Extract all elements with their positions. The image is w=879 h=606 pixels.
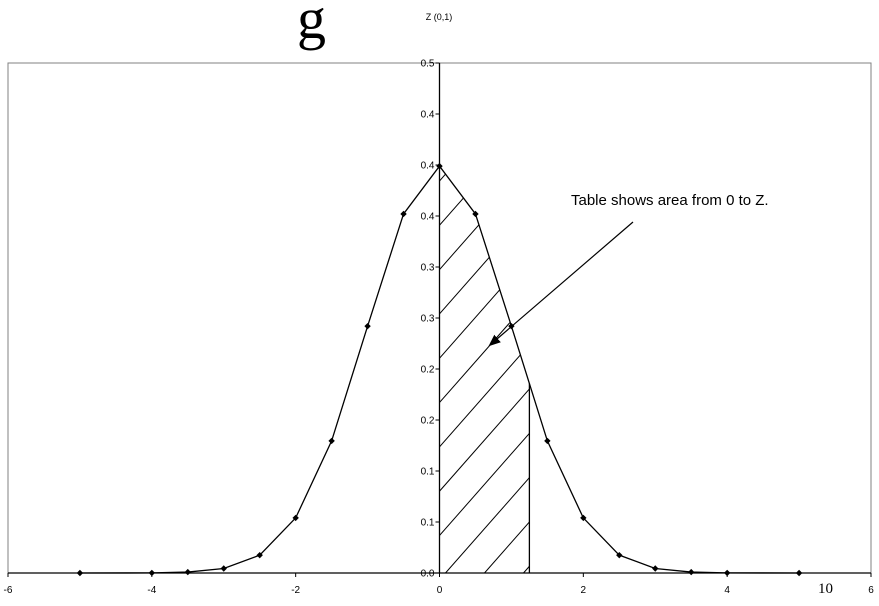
- x-tick-label: 4: [724, 585, 730, 596]
- data-point: [148, 569, 156, 577]
- data-point: [76, 569, 84, 577]
- hatch-line: [0, 73, 379, 573]
- hatch-line: [563, 73, 879, 573]
- hatch-line: [0, 73, 340, 573]
- x-tick-label: 6: [868, 585, 874, 596]
- hatch-line: [484, 166, 530, 573]
- data-point: [220, 565, 227, 572]
- data-point: [688, 568, 695, 576]
- page-number: 10: [818, 581, 833, 597]
- y-tick-label: 0.4: [421, 161, 435, 172]
- hatch-line: [439, 166, 530, 573]
- data-point: [723, 569, 731, 577]
- density-curve-points: [76, 162, 803, 577]
- annotation-arrow: [488, 221, 634, 347]
- data-point: [616, 551, 623, 559]
- hatch-line: [439, 166, 530, 573]
- y-tick-label: 0.3: [421, 314, 435, 325]
- data-point: [795, 569, 803, 577]
- y-axis-ticks: 0.0 0.1 0.1 0.2 0.2 0.3 0.3 0.4 0.4 0.4 0.5: [421, 59, 440, 580]
- y-tick-label: 0.0: [421, 569, 435, 580]
- hatch-line: [439, 166, 530, 573]
- x-tick-label: 0: [437, 585, 443, 596]
- x-tick-label: 2: [581, 585, 587, 596]
- shaded-area: [0, 73, 879, 573]
- x-tick-label: -6: [4, 585, 13, 596]
- data-point: [580, 514, 587, 522]
- hatch-line: [439, 166, 530, 573]
- data-point: [256, 551, 263, 559]
- hatch-line: [439, 166, 530, 573]
- data-point: [472, 210, 479, 218]
- y-tick-label: 0.2: [421, 365, 435, 376]
- chart-title-fragment: g: [297, 0, 326, 51]
- data-point: [328, 437, 335, 445]
- x-axis-ticks: -6 -4 -2 0 2 4 6: [4, 573, 874, 596]
- chart-subtitle: Z (0,1): [426, 12, 453, 22]
- hatch-line: [439, 166, 530, 573]
- data-point: [436, 162, 443, 170]
- data-point: [652, 565, 659, 572]
- y-tick-label: 0.1: [421, 467, 435, 478]
- hatch-line: [523, 166, 530, 573]
- hatch-line: [0, 73, 418, 573]
- hatch-line: [439, 166, 457, 573]
- y-tick-label: 0.4: [421, 212, 435, 223]
- y-tick-label: 0.5: [421, 59, 435, 70]
- y-tick-label: 0.3: [421, 263, 435, 274]
- hatch-line: [439, 166, 530, 573]
- data-point: [184, 568, 191, 576]
- y-tick-label: 0.2: [421, 416, 435, 427]
- y-tick-label: 0.1: [421, 518, 435, 529]
- hatch-line: [445, 166, 530, 573]
- data-point: [364, 322, 371, 330]
- x-tick-label: -2: [291, 585, 300, 596]
- data-point: [292, 514, 299, 522]
- data-point: [544, 437, 551, 445]
- y-tick-label: 0.4: [421, 110, 435, 121]
- x-tick-label: -4: [147, 585, 156, 596]
- data-point: [400, 210, 407, 218]
- annotation-text: Table shows area from 0 to Z.: [571, 192, 769, 209]
- hatch-line: [439, 166, 530, 573]
